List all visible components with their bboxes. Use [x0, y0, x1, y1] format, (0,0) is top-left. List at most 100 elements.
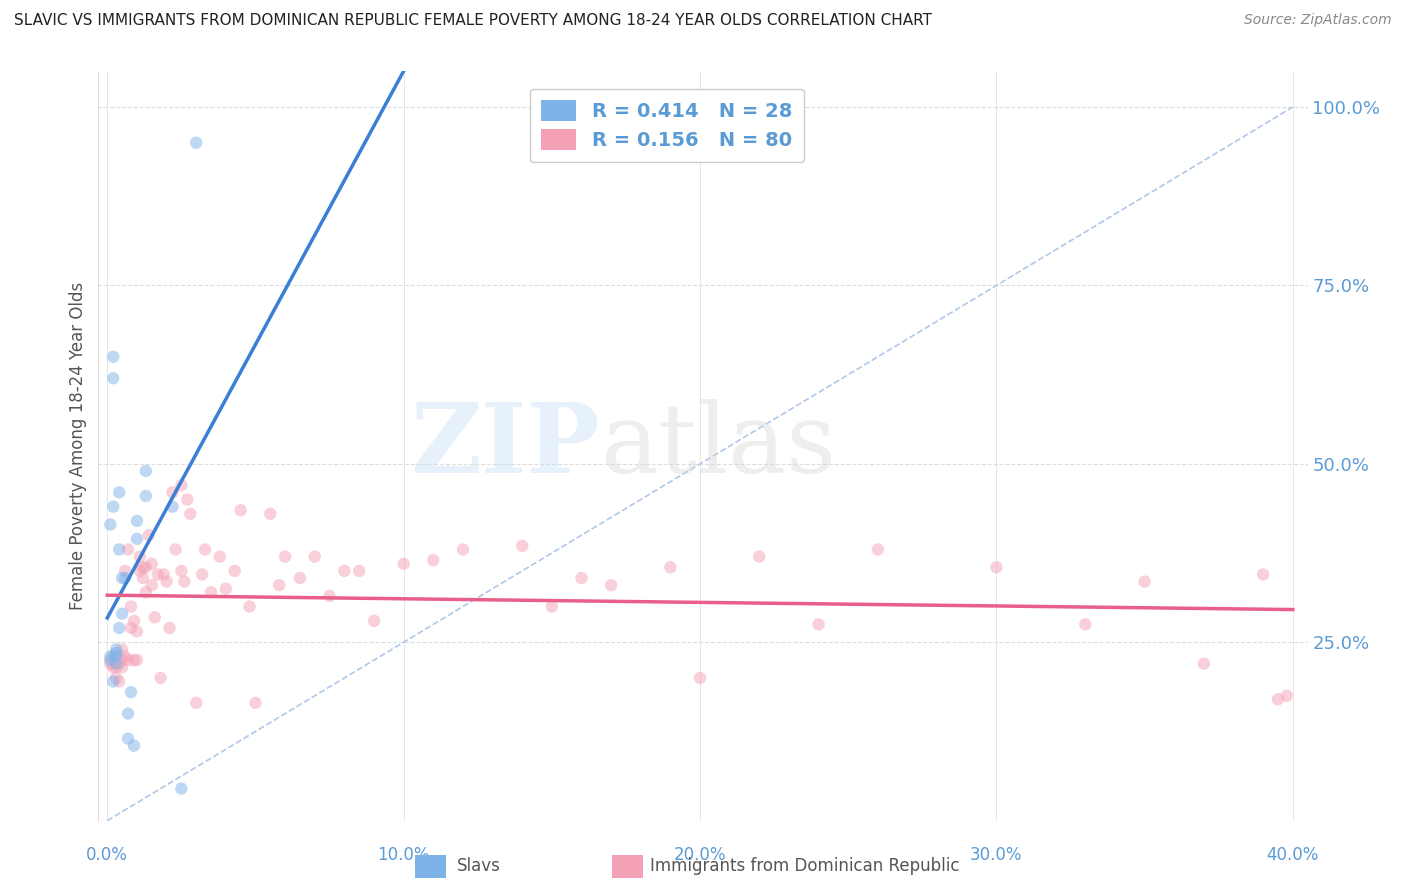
Point	[600, 578, 623, 592]
Point	[117, 542, 139, 557]
Legend: R = 0.414   N = 28, R = 0.156   N = 80: R = 0.414 N = 28, R = 0.156 N = 80	[530, 88, 804, 162]
Point	[125, 514, 148, 528]
Point	[98, 649, 121, 664]
Point	[194, 542, 217, 557]
Point	[173, 574, 195, 589]
Point	[108, 674, 131, 689]
Point	[138, 528, 160, 542]
Point	[114, 571, 136, 585]
Point	[986, 560, 1008, 574]
Text: ZIP: ZIP	[411, 399, 600, 493]
Text: Immigrants from Dominican Republic: Immigrants from Dominican Republic	[650, 857, 959, 875]
Point	[659, 560, 682, 574]
Point	[1133, 574, 1156, 589]
Point	[132, 560, 155, 574]
Point	[143, 610, 166, 624]
Point	[105, 660, 128, 674]
Y-axis label: Female Poverty Among 18-24 Year Olds: Female Poverty Among 18-24 Year Olds	[69, 282, 87, 610]
Point	[108, 485, 131, 500]
Point	[571, 571, 593, 585]
Point	[176, 492, 198, 507]
Point	[105, 646, 128, 660]
Point	[170, 564, 193, 578]
Point	[135, 585, 157, 599]
Text: SLAVIC VS IMMIGRANTS FROM DOMINICAN REPUBLIC FEMALE POVERTY AMONG 18-24 YEAR OLD: SLAVIC VS IMMIGRANTS FROM DOMINICAN REPU…	[14, 13, 932, 29]
Point	[200, 585, 222, 599]
Text: 20.0%: 20.0%	[673, 846, 727, 863]
Point	[274, 549, 297, 564]
Point	[333, 564, 356, 578]
Text: 0.0%: 0.0%	[86, 846, 128, 863]
Point	[98, 653, 121, 667]
Point	[239, 599, 262, 614]
Text: atlas: atlas	[600, 399, 837, 493]
Point	[108, 621, 131, 635]
Point	[1251, 567, 1274, 582]
Point	[105, 649, 128, 664]
Point	[105, 642, 128, 657]
Point	[120, 599, 142, 614]
Text: Slavs: Slavs	[457, 857, 501, 875]
Point	[422, 553, 444, 567]
Point	[132, 571, 155, 585]
Point	[162, 500, 184, 514]
Point	[259, 507, 281, 521]
Point	[111, 660, 134, 674]
Point	[146, 567, 169, 582]
Point	[170, 781, 193, 796]
Point	[111, 642, 134, 657]
Point	[245, 696, 267, 710]
Point	[269, 578, 291, 592]
Point	[114, 649, 136, 664]
Point	[103, 350, 125, 364]
Point	[304, 549, 326, 564]
Point	[179, 507, 201, 521]
Point	[392, 557, 415, 571]
Point	[120, 621, 142, 635]
Point	[748, 549, 770, 564]
Point	[122, 653, 145, 667]
Point	[165, 542, 187, 557]
Point	[103, 500, 125, 514]
Point	[129, 564, 152, 578]
Point	[224, 564, 246, 578]
Point	[125, 532, 148, 546]
Point	[1074, 617, 1097, 632]
Point	[451, 542, 474, 557]
Point	[347, 564, 370, 578]
Point	[98, 517, 121, 532]
Point	[208, 549, 231, 564]
Text: 30.0%: 30.0%	[970, 846, 1022, 863]
Point	[540, 599, 562, 614]
Point	[689, 671, 711, 685]
Point	[111, 607, 134, 621]
Point	[117, 706, 139, 721]
Point	[103, 674, 125, 689]
Point	[122, 614, 145, 628]
Text: Source: ZipAtlas.com: Source: ZipAtlas.com	[1244, 13, 1392, 28]
Point	[103, 660, 125, 674]
Point	[170, 478, 193, 492]
Text: 10.0%: 10.0%	[377, 846, 430, 863]
Point	[122, 739, 145, 753]
Point	[111, 571, 134, 585]
Point	[103, 649, 125, 664]
Point	[105, 657, 128, 671]
Text: 40.0%: 40.0%	[1267, 846, 1319, 863]
Point	[807, 617, 830, 632]
Point	[125, 624, 148, 639]
Point	[105, 671, 128, 685]
Point	[162, 485, 184, 500]
Point	[114, 564, 136, 578]
Point	[1275, 689, 1298, 703]
Point	[363, 614, 385, 628]
Point	[215, 582, 238, 596]
Point	[141, 557, 163, 571]
Point	[120, 685, 142, 699]
Point	[186, 136, 208, 150]
Point	[288, 571, 311, 585]
Point	[229, 503, 252, 517]
Point	[98, 657, 121, 671]
Point	[866, 542, 889, 557]
Point	[191, 567, 214, 582]
